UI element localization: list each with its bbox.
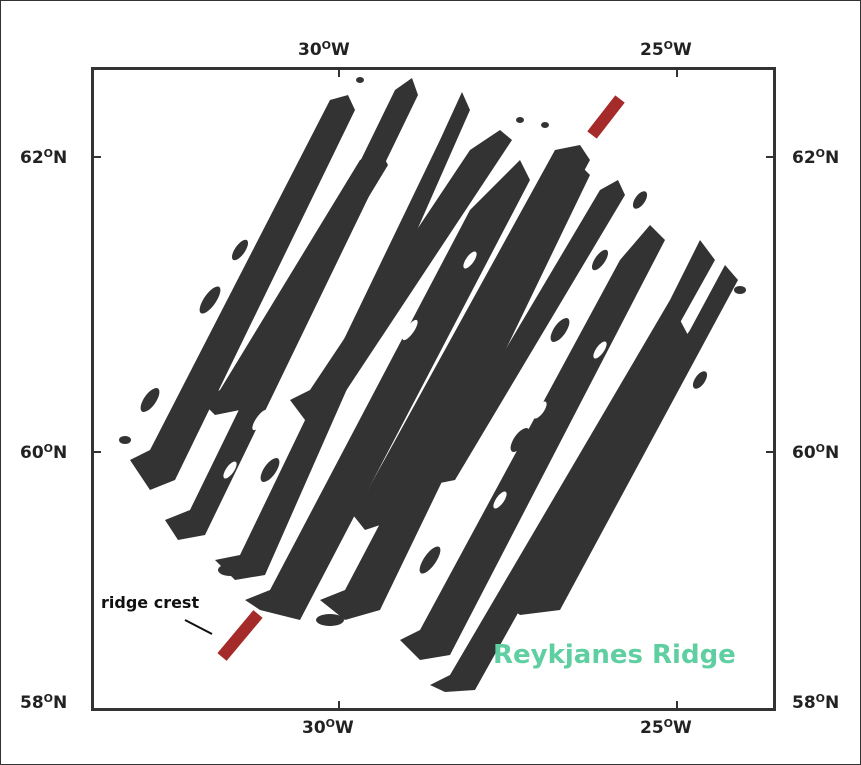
- anomaly-blob: [510, 428, 530, 452]
- anomaly-blob: [632, 191, 648, 209]
- anomaly-blob: [462, 655, 478, 665]
- right-label-60n: 60ON: [792, 442, 840, 463]
- bottom-label-25w: 25OW: [640, 717, 692, 738]
- anomaly-stripes: [119, 77, 746, 692]
- left-label-62n: 62ON: [20, 147, 68, 168]
- anomaly-blob: [516, 117, 524, 123]
- left-label-60n: 60ON: [20, 442, 68, 463]
- anomaly-blob: [292, 171, 308, 189]
- ridge-crest-leader: [184, 619, 213, 635]
- anomaly-stripe: [545, 320, 688, 535]
- axis-ticks: [91, 67, 776, 711]
- right-label-58n: 58ON: [792, 692, 840, 713]
- anomaly-stripe: [420, 180, 625, 485]
- left-label-58n: 58ON: [20, 692, 68, 713]
- anomaly-blob: [140, 388, 160, 412]
- anomaly-blob: [541, 122, 549, 128]
- top-label-25w: 25OW: [640, 39, 692, 60]
- right-label-62n: 62ON: [792, 147, 840, 168]
- anomaly-stripe: [400, 225, 665, 660]
- ridge-axis-marker-sw: [217, 610, 263, 661]
- ridge-axis-marker-ne: [587, 95, 625, 139]
- anomaly-stripe: [345, 145, 590, 530]
- anomaly-blob: [119, 436, 131, 444]
- anomaly-stripe: [245, 160, 530, 620]
- anomaly-blob: [591, 489, 609, 511]
- map-frame: [91, 67, 776, 711]
- anomaly-blob: [469, 366, 491, 394]
- anomaly-stripe: [290, 130, 512, 420]
- map-title: Reykjanes Ridge: [493, 640, 736, 670]
- anomaly-blob: [199, 286, 221, 314]
- anomaly-blob: [620, 434, 640, 446]
- anomaly-stripe: [200, 150, 388, 415]
- anomaly-stripe: [130, 95, 355, 490]
- anomaly-blob: [231, 239, 249, 261]
- anomaly-blob: [260, 458, 280, 482]
- anomaly-stripe: [430, 240, 715, 692]
- anomaly-blob: [591, 249, 609, 271]
- top-label-30w: 30OW: [298, 39, 350, 60]
- anomaly-blob: [692, 371, 708, 389]
- anomaly-blob: [356, 77, 364, 83]
- anomaly-blob: [218, 564, 242, 576]
- ridge-crest-label: ridge crest: [101, 593, 200, 612]
- anomaly-blob: [734, 286, 746, 294]
- anomaly-blob: [550, 318, 570, 342]
- bottom-label-30w: 30OW: [302, 717, 354, 738]
- anomaly-blob: [316, 614, 344, 626]
- anomaly-blob: [369, 416, 391, 444]
- anomaly-blob: [419, 546, 441, 574]
- anomaly-stripe: [215, 92, 470, 580]
